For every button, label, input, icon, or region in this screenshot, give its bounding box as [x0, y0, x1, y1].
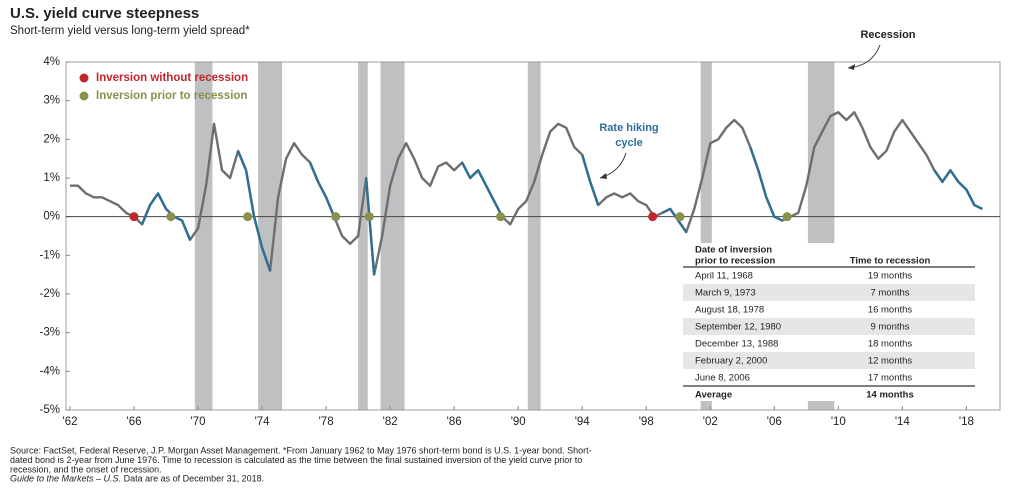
y-tick-label: 2% [43, 133, 60, 145]
table-cell: December 13, 1988 [695, 339, 778, 350]
footnote-line: Source: FactSet, Federal Reserve, J.P. M… [10, 445, 592, 455]
marker-dot [166, 212, 176, 222]
table-cell: 9 months [870, 322, 909, 333]
x-tick-label: '10 [831, 416, 846, 428]
table-cell: 16 months [868, 305, 913, 316]
series-line [70, 111, 983, 276]
table-cell: June 8, 2006 [695, 373, 750, 384]
marker-dot [243, 212, 253, 222]
x-tick-label: '74 [255, 416, 271, 428]
table-header: Time to recession [850, 256, 931, 267]
y-tick-label: 0% [43, 211, 60, 223]
marker-dot [648, 212, 658, 222]
recession-arrowhead [848, 64, 855, 70]
marker-dot [331, 212, 341, 222]
chart-title: U.S. yield curve steepness [10, 5, 199, 22]
x-tick-label: '86 [447, 416, 462, 428]
x-tick-label: '02 [703, 416, 718, 428]
legend-swatch [79, 73, 89, 83]
footnote-italic: Guide to the Markets – U.S. [10, 474, 121, 484]
recession-band [358, 62, 368, 410]
y-tick-label: 3% [43, 95, 60, 107]
marker-dot [129, 212, 139, 222]
table-row-bg [683, 284, 975, 301]
y-tick-label: -4% [40, 365, 60, 377]
recession-label: Recession [860, 29, 915, 41]
table-header: Date of inversion [695, 245, 772, 256]
legend-swatch [79, 91, 89, 101]
x-tick-label: '82 [383, 416, 398, 428]
x-tick-label: '70 [191, 416, 206, 428]
x-tick-label: '90 [511, 416, 526, 428]
table-cell: 7 months [870, 288, 909, 299]
table-cell: 19 months [868, 271, 913, 282]
annotation-arrow [599, 152, 627, 179]
recession-band [194, 62, 213, 410]
marker-dot [364, 212, 374, 222]
table-cell: September 12, 1980 [695, 322, 781, 333]
footnote-tail: Data are as of December 31, 2018. [121, 474, 264, 484]
table-cell: April 11, 1968 [695, 271, 753, 282]
x-tick-label: '62 [63, 416, 78, 428]
recession-band [700, 62, 712, 410]
marker-dot [496, 212, 506, 222]
recession-band [527, 62, 541, 410]
y-tick-label: -1% [40, 249, 60, 261]
x-tick-label: '78 [319, 416, 334, 428]
legend-label: Inversion prior to recession [96, 90, 247, 102]
marker-dot [782, 212, 792, 222]
plot-area: 4% 3% 2% 1% 0% -1% -2% -3% -4% -5%'62 '66 '70 '74 '78… [40, 56, 1001, 428]
table-header: prior to recession [695, 256, 775, 267]
y-tick-label: 4% [43, 56, 60, 68]
x-tick-label: '06 [767, 416, 782, 428]
footnote-line: dated bond is 2-year from June 1976. Tim… [10, 455, 582, 465]
annotation: cycle [615, 137, 643, 149]
legend: Inversion without recession Inversion pri… [79, 72, 248, 102]
recession-arrow [847, 44, 881, 69]
y-tick-label: -2% [40, 288, 60, 300]
plot-frame [65, 61, 1001, 411]
x-tick-label: '94 [575, 416, 591, 428]
annotation: Rate hiking [599, 122, 658, 134]
footnote: Source: FactSet, Federal Reserve, J.P. M… [10, 445, 592, 484]
x-tick-label: '18 [959, 416, 974, 428]
table-cell: 12 months [868, 356, 913, 367]
x-tick-label: '98 [639, 416, 654, 428]
table-cell: 17 months [868, 373, 913, 384]
table-average: 14 months [866, 390, 914, 401]
table-cell: March 9, 1973 [695, 288, 756, 299]
chart-subtitle: Short-term yield versus long-term yield … [10, 25, 250, 37]
y-tick-label: 1% [43, 172, 60, 184]
table-row-bg [683, 352, 975, 369]
recession-band [258, 62, 283, 410]
table-cell: 18 months [868, 339, 913, 350]
table-cell: February 2, 2000 [695, 356, 767, 367]
series-line [140, 146, 983, 275]
recession-band [380, 62, 405, 410]
y-tick-label: -3% [40, 327, 60, 339]
table-average: Average [695, 390, 732, 401]
x-tick-label: '14 [895, 416, 911, 428]
marker-dot [675, 212, 685, 222]
y-tick-label: -5% [40, 404, 60, 416]
footnote-line: recession, and the onset of recession. [10, 464, 162, 474]
annotation-arrowhead [600, 173, 607, 179]
x-tick-label: '66 [127, 416, 142, 428]
table-row-bg [683, 318, 975, 335]
footnote-line: Guide to the Markets – U.S. Data are as … [10, 474, 264, 484]
legend-label: Inversion without recession [96, 72, 248, 84]
table-cell: August 18, 1978 [695, 305, 764, 316]
